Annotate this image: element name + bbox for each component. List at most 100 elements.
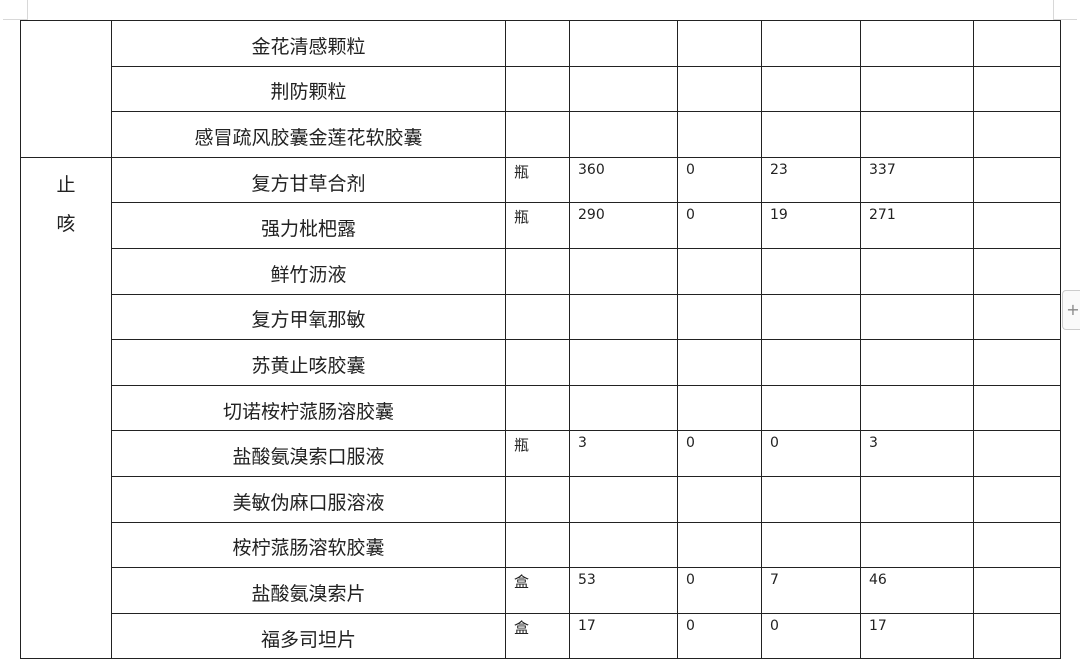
quantity-cell[interactable] <box>761 384 861 432</box>
quantity-cell[interactable]: 0 <box>677 430 762 477</box>
quantity-cell[interactable]: 0 <box>677 156 762 204</box>
quantity-cell[interactable] <box>973 111 1061 158</box>
drug-name-cell[interactable]: 鲜竹沥液 <box>111 247 506 295</box>
drug-name-cell[interactable]: 复方甘草合剂 <box>111 156 506 204</box>
quantity-cell[interactable] <box>973 567 1061 614</box>
unit-cell[interactable] <box>505 111 570 158</box>
unit-cell[interactable] <box>505 475 570 523</box>
quantity-cell[interactable] <box>569 475 678 523</box>
quantity-cell[interactable]: 23 <box>761 156 861 204</box>
quantity-cell[interactable] <box>761 339 861 386</box>
quantity-cell[interactable] <box>677 475 762 523</box>
quantity-cell[interactable] <box>973 339 1061 386</box>
unit-cell[interactable] <box>505 384 570 432</box>
quantity-cell[interactable] <box>677 384 762 432</box>
quantity-cell[interactable] <box>761 521 861 569</box>
quantity-cell[interactable]: 0 <box>761 430 861 477</box>
quantity-cell[interactable]: 0 <box>677 202 762 249</box>
quantity-cell[interactable] <box>569 247 678 295</box>
quantity-cell[interactable]: 17 <box>860 612 974 659</box>
drug-name-cell[interactable]: 盐酸氨溴索口服液 <box>111 430 506 477</box>
unit-cell[interactable]: 瓶 <box>505 156 570 204</box>
quantity-cell[interactable]: 17 <box>569 612 678 659</box>
quantity-cell[interactable]: 19 <box>761 202 861 249</box>
quantity-cell[interactable]: 0 <box>677 567 762 614</box>
quantity-cell[interactable]: 0 <box>677 612 762 659</box>
unit-cell[interactable] <box>505 293 570 341</box>
quantity-cell[interactable] <box>860 521 974 569</box>
quantity-cell[interactable] <box>761 475 861 523</box>
drug-name-cell[interactable]: 桉柠蒎肠溶软胶囊 <box>111 521 506 569</box>
quantity-cell[interactable] <box>973 65 1061 113</box>
quantity-cell[interactable] <box>973 156 1061 204</box>
quantity-cell[interactable] <box>860 65 974 113</box>
quantity-cell[interactable] <box>569 111 678 158</box>
drug-name-cell[interactable]: 复方甲氧那敏 <box>111 293 506 341</box>
drug-name-cell[interactable]: 苏黄止咳胶囊 <box>111 339 506 386</box>
quantity-cell[interactable]: 46 <box>860 567 974 614</box>
unit-cell[interactable] <box>505 20 570 67</box>
add-row-button[interactable]: + <box>1062 290 1080 330</box>
quantity-cell[interactable] <box>677 521 762 569</box>
quantity-cell[interactable] <box>860 293 974 341</box>
quantity-cell[interactable] <box>860 339 974 386</box>
drug-name-cell[interactable]: 感冒疏风胶囊金莲花软胶囊 <box>111 111 506 158</box>
quantity-cell[interactable] <box>569 293 678 341</box>
quantity-cell[interactable]: 337 <box>860 156 974 204</box>
quantity-cell[interactable] <box>761 111 861 158</box>
quantity-cell[interactable] <box>973 521 1061 569</box>
quantity-cell[interactable]: 3 <box>569 430 678 477</box>
drug-name-cell[interactable]: 福多司坦片 <box>111 612 506 659</box>
quantity-cell[interactable] <box>860 384 974 432</box>
quantity-cell[interactable] <box>677 247 762 295</box>
quantity-cell[interactable] <box>973 430 1061 477</box>
quantity-cell[interactable] <box>677 65 762 113</box>
quantity-cell[interactable]: 360 <box>569 156 678 204</box>
quantity-cell[interactable]: 7 <box>761 567 861 614</box>
quantity-cell[interactable] <box>677 293 762 341</box>
quantity-cell[interactable] <box>761 65 861 113</box>
unit-cell[interactable] <box>505 521 570 569</box>
quantity-cell[interactable] <box>761 20 861 67</box>
quantity-cell[interactable]: 271 <box>860 202 974 249</box>
quantity-cell[interactable] <box>860 20 974 67</box>
quantity-cell[interactable] <box>860 247 974 295</box>
quantity-cell[interactable] <box>677 20 762 67</box>
quantity-cell[interactable] <box>860 475 974 523</box>
table-row: 盐酸氨溴索口服液瓶 3 0 0 3 <box>21 430 1061 477</box>
unit-cell[interactable] <box>505 339 570 386</box>
quantity-cell[interactable] <box>973 384 1061 432</box>
quantity-cell[interactable] <box>677 111 762 158</box>
drug-name-cell[interactable]: 盐酸氨溴索片 <box>111 567 506 614</box>
unit-cell[interactable]: 瓶 <box>505 430 570 477</box>
drug-name-cell[interactable]: 荆防颗粒 <box>111 65 506 113</box>
quantity-cell[interactable] <box>860 111 974 158</box>
quantity-cell[interactable] <box>761 247 861 295</box>
quantity-cell[interactable] <box>973 612 1061 659</box>
quantity-cell[interactable] <box>569 65 678 113</box>
quantity-cell[interactable] <box>973 475 1061 523</box>
quantity-cell[interactable] <box>761 293 861 341</box>
quantity-cell[interactable]: 0 <box>761 612 861 659</box>
drug-name-cell[interactable]: 强力枇杷露 <box>111 202 506 249</box>
quantity-cell[interactable] <box>973 20 1061 67</box>
unit-cell[interactable]: 盒 <box>505 567 570 614</box>
quantity-cell[interactable]: 290 <box>569 202 678 249</box>
quantity-cell[interactable] <box>973 247 1061 295</box>
drug-name-cell[interactable]: 切诺桉柠蒎肠溶胶囊 <box>111 384 506 432</box>
unit-cell[interactable]: 瓶 <box>505 202 570 249</box>
quantity-cell[interactable] <box>569 384 678 432</box>
unit-cell[interactable]: 盒 <box>505 612 570 659</box>
unit-cell[interactable] <box>505 65 570 113</box>
drug-name-cell[interactable]: 金花清感颗粒 <box>111 20 506 67</box>
drug-name-cell[interactable]: 美敏伪麻口服溶液 <box>111 475 506 523</box>
quantity-cell[interactable] <box>569 20 678 67</box>
quantity-cell[interactable] <box>677 339 762 386</box>
quantity-cell[interactable]: 3 <box>860 430 974 477</box>
quantity-cell[interactable] <box>569 339 678 386</box>
unit-cell[interactable] <box>505 247 570 295</box>
quantity-cell[interactable]: 53 <box>569 567 678 614</box>
quantity-cell[interactable] <box>973 293 1061 341</box>
quantity-cell[interactable] <box>973 202 1061 249</box>
quantity-cell[interactable] <box>569 521 678 569</box>
